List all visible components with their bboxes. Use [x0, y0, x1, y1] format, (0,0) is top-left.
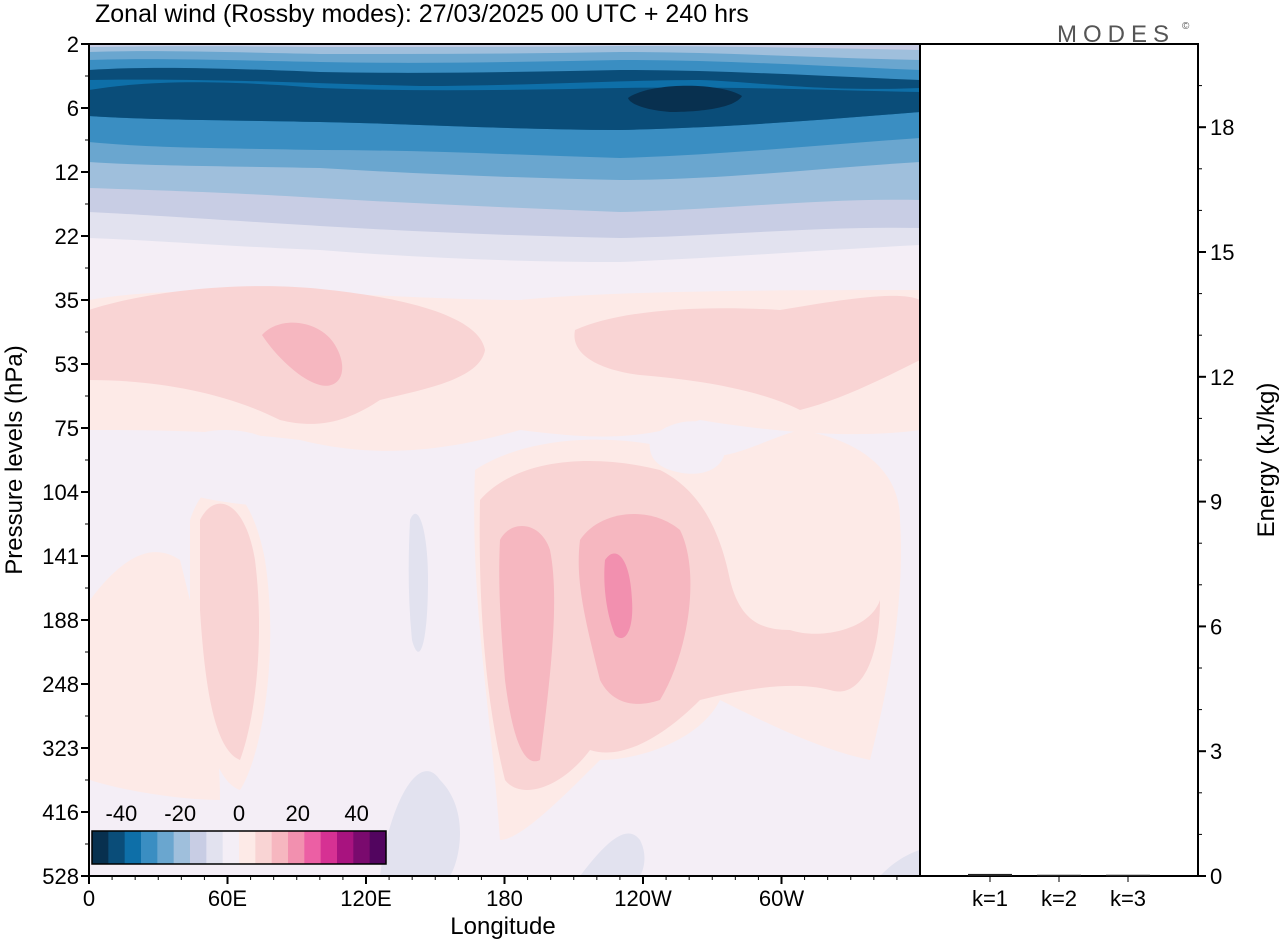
- energy-tick-label: 18: [1210, 115, 1234, 140]
- energy-category-label: k=3: [1110, 886, 1146, 911]
- energy-axis: 0 3 6 9 12 15 18: [1198, 85, 1234, 889]
- negative-band: [89, 44, 920, 50]
- x-axis-title: Longitude: [450, 913, 555, 940]
- y-tick-label: 528: [42, 864, 79, 889]
- negative-core: [628, 85, 742, 112]
- positive-core: [604, 553, 633, 639]
- colorbar-swatch: [320, 831, 338, 864]
- x-tick-label: 60E: [208, 886, 247, 911]
- positive-core: [574, 295, 920, 410]
- y-tick-label: 22: [55, 224, 79, 249]
- energy-tick-label: 3: [1210, 739, 1222, 764]
- y-tick-label: 416: [42, 800, 79, 825]
- colorbar-swatch: [141, 831, 158, 864]
- colorbar-swatch: [124, 831, 142, 864]
- x-tick-label: 0: [83, 886, 95, 911]
- colorbar-tick-label: -40: [106, 801, 138, 826]
- energy-tick-label: 9: [1210, 490, 1222, 515]
- svg-text:©: ©: [1182, 21, 1190, 32]
- energy-bar: [1037, 874, 1081, 877]
- energy-tick-label: 0: [1210, 864, 1222, 889]
- energy-tick-label: 15: [1210, 240, 1234, 265]
- energy-bars: k=1 k=2 k=3: [968, 873, 1150, 911]
- colorbar-swatch: [304, 831, 322, 864]
- colorbar-frame: [91, 830, 387, 865]
- x-tick-label: 180: [486, 886, 523, 911]
- x-tick-label: 120W: [614, 886, 672, 911]
- y-tick-label: 53: [55, 352, 79, 377]
- y-tick-label: 35: [55, 288, 79, 313]
- colorbar-swatch: [173, 831, 191, 864]
- colorbar-swatch: [222, 831, 240, 864]
- colorbar-swatch: [157, 831, 175, 864]
- positive-core: [200, 503, 260, 760]
- colorbar-swatch: [190, 831, 207, 864]
- colorbar-tick-label: 0: [233, 801, 245, 826]
- colorbar-tick-label: -20: [164, 801, 196, 826]
- colorbar-swatch: [353, 831, 371, 864]
- y-tick-label: 6: [67, 96, 79, 121]
- negative-band: [89, 44, 920, 60]
- energy-bar: [968, 873, 1012, 876]
- energy-category-label: k=2: [1041, 886, 1077, 911]
- y-tick-label: 248: [42, 672, 79, 697]
- positive-core: [499, 526, 555, 762]
- negative-patch: [880, 850, 920, 876]
- colorbar-swatch: [206, 831, 224, 864]
- x-tick-label: 60W: [759, 886, 804, 911]
- negative-patch: [649, 421, 726, 474]
- y-tick-label: 12: [55, 160, 79, 185]
- colorbar-swatch: [255, 831, 273, 864]
- negative-patch: [580, 833, 645, 876]
- y-tick-label: 104: [42, 480, 79, 505]
- colorbar-swatch: [288, 831, 305, 864]
- negative-patch: [380, 771, 460, 876]
- positive-core: [262, 322, 343, 386]
- y-tick-label: 75: [55, 416, 79, 441]
- positive-region: [90, 552, 220, 800]
- colorbar-swatch: [337, 831, 354, 864]
- y-tick-label: 2: [67, 32, 79, 57]
- negative-patch: [408, 513, 428, 652]
- colorbar: -40 -20 0 20 40: [91, 801, 387, 865]
- colorbar-swatch: [239, 831, 256, 864]
- x-tick-label: 120E: [340, 886, 391, 911]
- chart-title: Zonal wind (Rossby modes): 27/03/2025 00…: [95, 0, 749, 28]
- colorbar-tick-label: 20: [286, 801, 310, 826]
- colorbar-swatch: [369, 831, 387, 864]
- y-tick-label: 323: [42, 736, 79, 761]
- y-axis-title: Pressure levels (hPa): [1, 345, 28, 574]
- energy-frame: [919, 43, 1199, 877]
- colorbar-swatch: [271, 831, 289, 864]
- pressure-axis: 2 6 12 22 35 53 75 104 141 188 248 323 416 528: [42, 32, 89, 889]
- y-tick-label: 188: [42, 608, 79, 633]
- energy-tick-label: 12: [1210, 365, 1234, 390]
- colorbar-swatch: [92, 831, 109, 864]
- y-tick-label: 141: [42, 544, 79, 569]
- colorbar-swatch: [108, 831, 126, 864]
- energy-axis-title: Energy (kJ/kg): [1253, 383, 1280, 538]
- energy-tick-label: 6: [1210, 614, 1222, 639]
- colorbar-tick-label: 40: [344, 801, 368, 826]
- longitude-axis: 0 60E 120E 180 120W 60W: [83, 876, 898, 911]
- negative-patch: [150, 430, 281, 505]
- energy-category-label: k=1: [972, 886, 1008, 911]
- heatmap-plot: [89, 44, 920, 876]
- energy-bar: [1106, 874, 1150, 877]
